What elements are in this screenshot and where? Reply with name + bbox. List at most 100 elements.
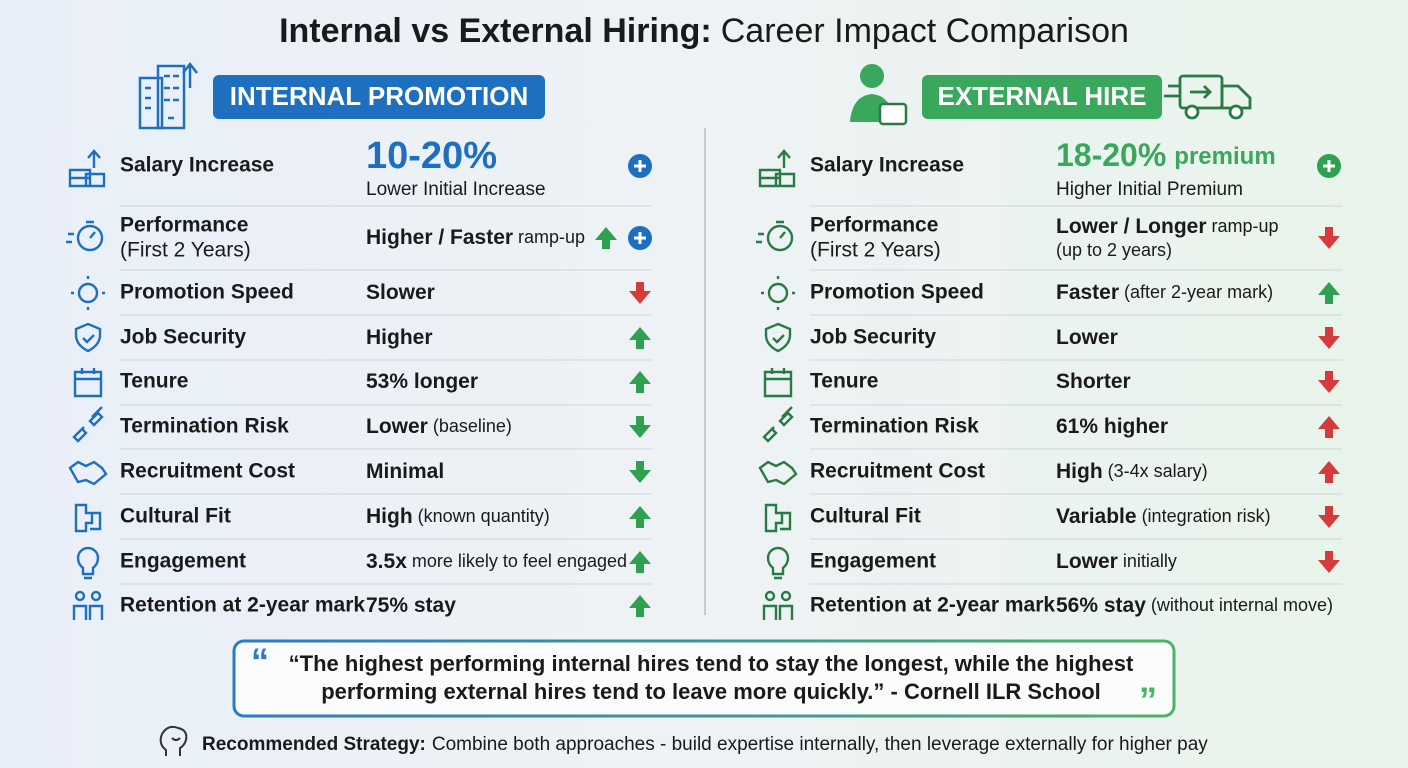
value-strong: 3.5x [366, 550, 407, 573]
quote-line: “The highest performing internal hires t… [289, 651, 1134, 676]
row-value: Higher / Faster ramp-up [366, 226, 585, 249]
highlight-number: 18-20% [1056, 137, 1166, 173]
value-note: (integration risk) [1142, 506, 1271, 526]
row-icon [762, 406, 794, 443]
badge-label: EXTERNAL HIRE [938, 81, 1147, 111]
row-value: Lower (baseline) [366, 415, 512, 438]
row-icon [762, 590, 794, 620]
row-label: Termination Risk [120, 415, 289, 438]
row-label: Job Security [120, 326, 246, 349]
value-note: (3-4x salary) [1108, 461, 1208, 481]
value-strong: Lower / Longer [1056, 215, 1207, 238]
highlight-number: 10-20% [366, 135, 497, 177]
value-note: more likely to feel engaged [412, 551, 627, 571]
down-arrow [1318, 371, 1340, 393]
row-value: Higher [366, 326, 433, 349]
row-value: Minimal [366, 460, 444, 483]
down-arrow [629, 461, 651, 483]
row-value: Variable (integration risk) [1056, 505, 1271, 528]
row-icon [764, 503, 792, 533]
up-arrow [1318, 416, 1340, 438]
row-icon [763, 368, 793, 398]
value-note: ramp-up [1212, 216, 1279, 236]
value-strong: 75% stay [366, 594, 456, 617]
value-strong: Lower [1056, 326, 1118, 349]
row-value: Slower [366, 281, 435, 304]
value-note: (baseline) [433, 416, 512, 436]
value-note: (after 2-year mark) [1124, 282, 1273, 302]
row-icon [76, 546, 100, 580]
down-arrow [1318, 227, 1340, 249]
down-arrow [1318, 551, 1340, 573]
row-icon [74, 503, 102, 533]
highlight-value: 10-20% [366, 135, 497, 177]
row-icon [756, 220, 794, 252]
value-strong: 56% stay [1056, 594, 1146, 617]
row-label: (First 2 Years) [120, 239, 251, 262]
brain-icon [159, 725, 188, 756]
value-strong: High [366, 505, 413, 528]
value-strong: Minimal [366, 460, 444, 483]
highlight-value: 18-20% premium [1056, 137, 1276, 173]
row-icon [764, 322, 792, 353]
row-icon [766, 546, 790, 580]
value-strong: 61% higher [1056, 415, 1168, 438]
value-strong: Variable [1056, 505, 1137, 528]
row-label: Promotion Speed [120, 281, 294, 304]
value-strong: High [1056, 460, 1103, 483]
row-icon [68, 460, 108, 486]
highlight-suffix: premium [1174, 143, 1275, 170]
row-label: Recruitment Cost [810, 460, 985, 483]
highlight-sub: Higher Initial Premium [1056, 179, 1243, 200]
plus-icon [628, 154, 652, 178]
row-icon [758, 460, 798, 486]
badge: INTERNAL PROMOTION [213, 75, 545, 119]
row-label: Retention at 2-year mark [810, 594, 1055, 617]
row-label: Salary Increase [810, 154, 964, 177]
row-value: Lower [1056, 326, 1118, 349]
row-icon [73, 368, 103, 398]
plus-icon [628, 226, 652, 250]
quote-mark-close: ” [1139, 680, 1157, 721]
row-label: Performance [810, 214, 938, 237]
row-value: 56% stay (without internal move) [1056, 594, 1333, 617]
row-value: 61% higher [1056, 415, 1168, 438]
row-label: Job Security [810, 326, 936, 349]
person-icon [850, 64, 908, 126]
value-note: ramp-up [518, 227, 585, 247]
value-note: (known quantity) [418, 506, 550, 526]
row-label: Cultural Fit [120, 505, 231, 528]
up-arrow [629, 595, 651, 617]
row-label: Termination Risk [810, 415, 979, 438]
quote-line: performing external hires tend to leave … [321, 679, 1101, 704]
value-strong: Lower [366, 415, 428, 438]
up-arrow [629, 327, 651, 349]
row-icon [72, 590, 104, 620]
down-arrow [1318, 506, 1340, 528]
row-icon [68, 149, 106, 188]
row-value: 53% longer [366, 370, 478, 393]
up-arrow [595, 227, 617, 249]
highlight-sub: Lower Initial Increase [366, 179, 546, 200]
badge-label: INTERNAL PROMOTION [230, 81, 529, 111]
row-value: Faster (after 2-year mark) [1056, 281, 1273, 304]
value-note: (without internal move) [1151, 595, 1333, 615]
row-label: Retention at 2-year mark [120, 594, 365, 617]
building-icon [138, 61, 198, 130]
strategy: Recommended Strategy: Combine both approa… [202, 734, 1208, 755]
row-value: High (known quantity) [366, 505, 550, 528]
row-icon [66, 220, 104, 252]
truck-icon [1164, 74, 1252, 120]
down-arrow [629, 282, 651, 304]
row-icon [74, 322, 102, 353]
row-icon [761, 276, 795, 310]
row-label: Salary Increase [120, 154, 274, 177]
value-strong: Shorter [1056, 370, 1131, 393]
row-label: Promotion Speed [810, 281, 984, 304]
row-label: Tenure [810, 370, 878, 393]
badge: EXTERNAL HIRE [922, 75, 1162, 119]
value-strong: Higher / Faster [366, 226, 513, 249]
row-icon [71, 276, 105, 310]
value-strong: Slower [366, 281, 435, 304]
value-strong: Faster [1056, 281, 1119, 304]
